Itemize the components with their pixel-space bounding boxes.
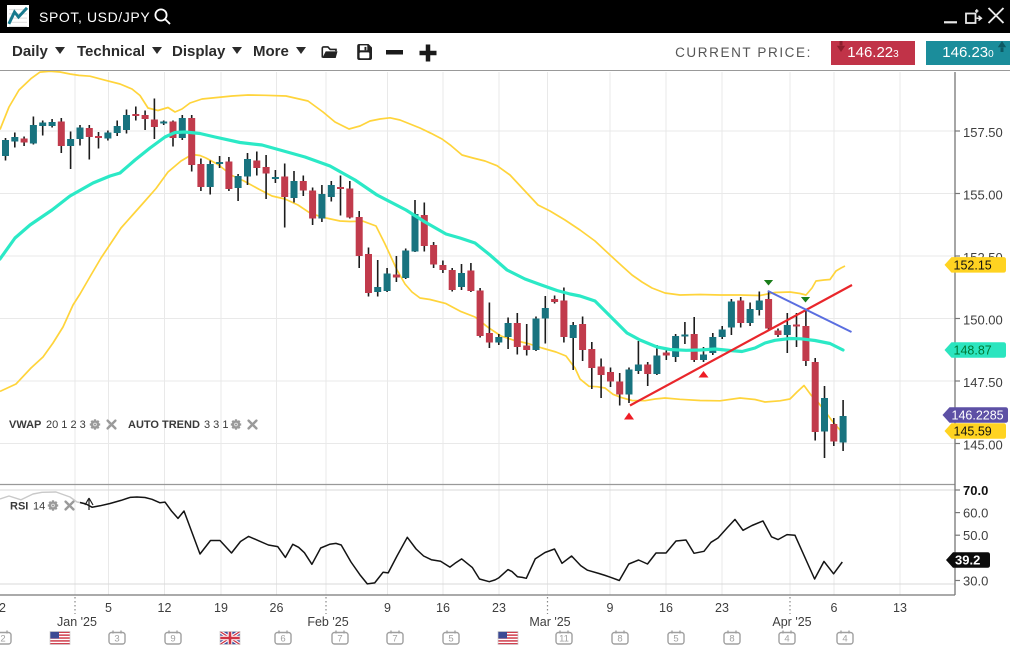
- svg-text:145.59: 145.59: [954, 425, 992, 439]
- svg-text:146.2285: 146.2285: [952, 409, 1004, 423]
- svg-text:4: 4: [784, 634, 789, 645]
- svg-text:7: 7: [392, 634, 397, 645]
- svg-text:9: 9: [170, 634, 175, 645]
- svg-text:50.0: 50.0: [963, 528, 988, 543]
- svg-text:9: 9: [607, 601, 614, 615]
- svg-text:11: 11: [559, 634, 569, 645]
- svg-text:155.00: 155.00: [963, 188, 1003, 203]
- svg-text:19: 19: [214, 601, 228, 615]
- svg-text:5: 5: [673, 634, 678, 645]
- svg-text:3: 3: [114, 634, 119, 645]
- svg-text:9: 9: [384, 601, 391, 615]
- svg-text:Mar '25: Mar '25: [529, 615, 570, 629]
- svg-text:26: 26: [270, 601, 284, 615]
- svg-text:3 3 1: 3 3 1: [204, 419, 228, 431]
- svg-text:70.0: 70.0: [963, 483, 988, 498]
- svg-text:60.0: 60.0: [963, 506, 988, 521]
- svg-text:30.0: 30.0: [963, 574, 988, 589]
- svg-text:8: 8: [729, 634, 734, 645]
- svg-text:152.15: 152.15: [954, 258, 992, 272]
- svg-text:7: 7: [337, 634, 342, 645]
- svg-text:4: 4: [842, 634, 847, 645]
- svg-text:14: 14: [33, 501, 45, 513]
- svg-text:147.50: 147.50: [963, 375, 1003, 390]
- svg-text:16: 16: [436, 601, 450, 615]
- svg-text:Feb '25: Feb '25: [307, 615, 348, 629]
- svg-text:23: 23: [715, 601, 729, 615]
- svg-text:RSI: RSI: [10, 501, 28, 513]
- svg-text:157.50: 157.50: [963, 125, 1003, 140]
- svg-text:148.87: 148.87: [954, 344, 992, 358]
- svg-text:Apr '25: Apr '25: [772, 615, 811, 629]
- svg-text:5: 5: [448, 634, 453, 645]
- svg-text:145.00: 145.00: [963, 438, 1003, 453]
- svg-text:20 1 2 3: 20 1 2 3: [46, 419, 86, 431]
- svg-text:AUTO TREND: AUTO TREND: [128, 419, 200, 431]
- svg-text:150.00: 150.00: [963, 313, 1003, 328]
- svg-text:6: 6: [280, 634, 285, 645]
- svg-text:12: 12: [158, 601, 172, 615]
- svg-text:Jan '25: Jan '25: [57, 615, 97, 629]
- svg-text:8: 8: [617, 634, 622, 645]
- svg-text:VWAP: VWAP: [9, 419, 41, 431]
- svg-text:13: 13: [893, 601, 907, 615]
- svg-text:5: 5: [105, 601, 112, 615]
- svg-text:6: 6: [831, 601, 838, 615]
- svg-text:16: 16: [659, 601, 673, 615]
- svg-text:2: 2: [0, 634, 5, 645]
- svg-text:2: 2: [0, 601, 6, 615]
- svg-text:23: 23: [492, 601, 506, 615]
- svg-text:39.2: 39.2: [955, 553, 980, 568]
